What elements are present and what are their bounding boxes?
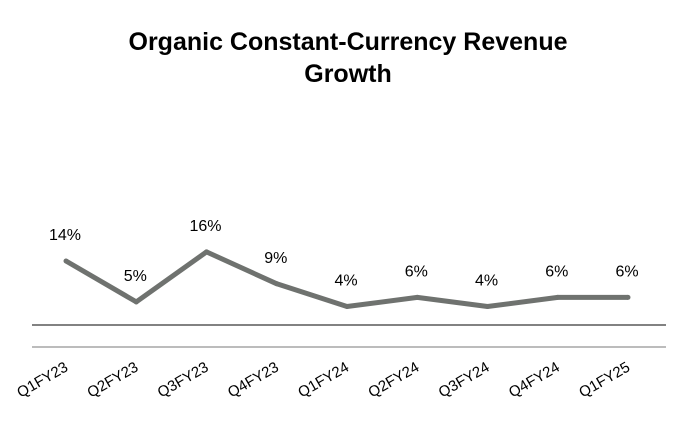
data-point-Q1FY24 [344, 304, 350, 309]
series-layer [63, 249, 631, 309]
data-point-Q4FY24 [555, 294, 561, 300]
x-tick-label-Q1FY24: Q1FY24 [295, 359, 352, 402]
x-tick-label-Q4FY23: Q4FY23 [225, 359, 282, 402]
chart-title: Organic Constant-Currency Revenue Growth [128, 28, 568, 88]
axis-layer [32, 324, 666, 348]
data-label-Q2FY24: 6% [405, 263, 428, 280]
data-point-Q1FY25 [625, 294, 631, 300]
data-label-Q4FY24: 6% [545, 263, 568, 280]
data-label-Q3FY24: 4% [475, 273, 498, 290]
data-label-layer: 14% 5% 16% 9% 4% 6% 4% 6% 6% [49, 218, 639, 290]
data-label-Q2FY23: 5% [124, 268, 147, 285]
data-label-Q4FY23: 9% [264, 250, 287, 267]
data-point-Q3FY23 [204, 249, 209, 255]
data-label-Q1FY25: 6% [615, 263, 638, 280]
x-tick-label-Q2FY24: Q2FY24 [365, 359, 422, 402]
data-point-Q2FY23 [133, 299, 139, 305]
data-label-Q3FY23: 16% [189, 218, 221, 235]
data-point-Q3FY24 [485, 304, 490, 309]
x-tick-label-Q2FY23: Q2FY23 [84, 359, 141, 402]
x-tick-label-Q3FY24: Q3FY24 [436, 359, 493, 402]
x-tick-label-Q1FY25: Q1FY25 [576, 359, 633, 402]
data-point-Q2FY24 [414, 294, 420, 300]
data-label-Q1FY23: 14% [49, 227, 81, 244]
data-point-Q4FY23 [274, 281, 280, 287]
x-tick-label-Q3FY23: Q3FY23 [155, 359, 212, 402]
data-label-Q1FY24: 4% [334, 273, 357, 290]
x-tick-label-Q4FY24: Q4FY24 [506, 359, 563, 402]
data-point-Q1FY23 [63, 258, 69, 264]
x-tick-label-Q1FY23: Q1FY23 [14, 359, 71, 402]
x-tick-layer: Q1FY23 Q2FY23 Q3FY23 Q4FY23 Q1FY24 Q2FY24 Q3FY… [14, 359, 633, 402]
